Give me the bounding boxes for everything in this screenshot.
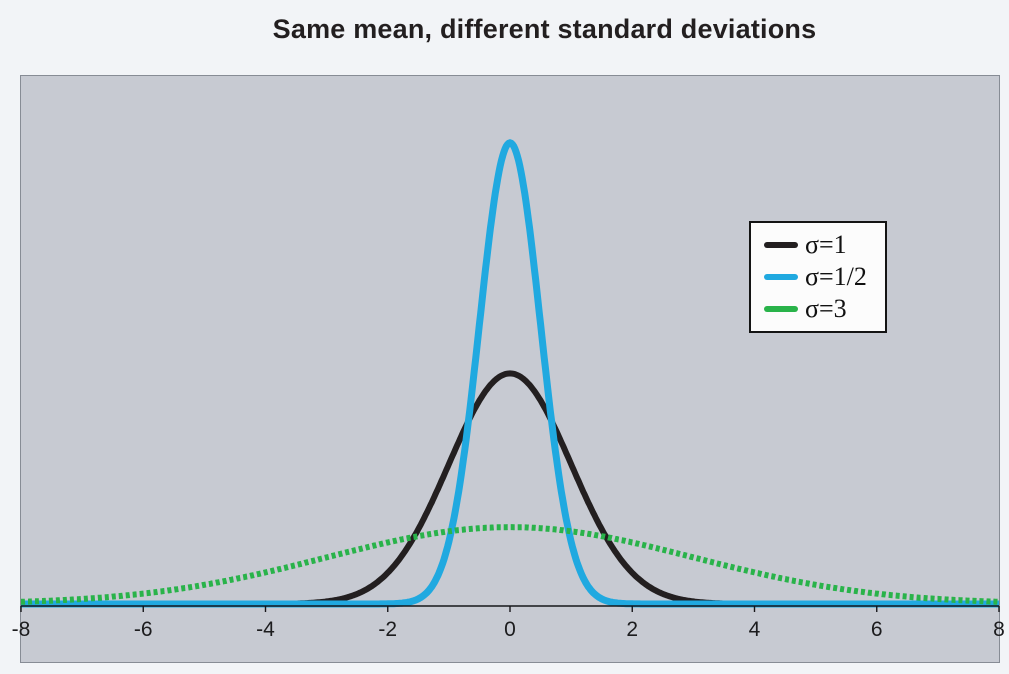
legend-item-sigma-3: σ=3 — [764, 296, 885, 322]
x-tick-label: 6 — [871, 618, 883, 641]
legend-label-sigma-half: σ=1/2 — [805, 262, 867, 291]
x-tick-label: 2 — [626, 618, 638, 641]
chart-canvas: -8 -6 -4 -2 0 2 4 6 8 — [12, 139, 1005, 641]
legend-swatch-sigma-half — [764, 274, 798, 280]
x-tick-label: -4 — [256, 618, 275, 641]
x-tick-label: -6 — [134, 618, 153, 641]
legend-item-sigma-1: σ=1 — [764, 232, 885, 258]
x-tick-label: 4 — [749, 618, 761, 641]
legend-label-sigma-3: σ=3 — [805, 294, 847, 323]
x-tick-label: 0 — [504, 618, 516, 641]
curve---1 — [21, 370, 999, 607]
legend-item-sigma-half: σ=1/2 — [764, 264, 885, 290]
curve---3 — [21, 524, 999, 605]
x-tick-label: 8 — [993, 618, 1005, 641]
x-tick-label: -2 — [378, 618, 397, 641]
x-tick-label: -8 — [12, 618, 31, 641]
chart-title: Same mean, different standard deviations — [272, 14, 817, 44]
legend-label-sigma-1: σ=1 — [805, 230, 847, 259]
legend-swatch-sigma-3 — [764, 306, 798, 312]
legend-swatch-sigma-1 — [764, 242, 798, 248]
plot-area: -8 -6 -4 -2 0 2 4 6 8 — [12, 75, 1005, 663]
curve---1-2 — [21, 139, 999, 608]
legend: σ=1 σ=1/2 σ=3 — [749, 221, 887, 333]
